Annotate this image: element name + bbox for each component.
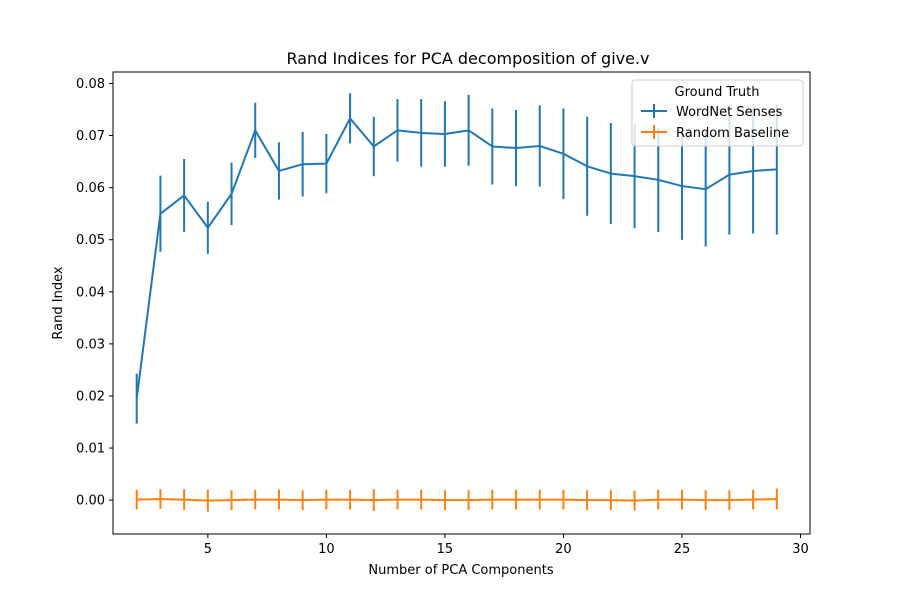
y-tick-label: 0.03: [76, 337, 105, 352]
legend-title: Ground Truth: [675, 85, 760, 100]
plot-area: 5 10 15 20 25 30 0.00 0.01 0.02 0.03 0.04 0.05 0.06…: [76, 71, 811, 557]
y-tick-label: 0.01: [76, 442, 105, 457]
x-tick-label: 30: [792, 542, 809, 557]
legend-box: [631, 79, 804, 147]
y-tick-label: 0.06: [76, 181, 105, 196]
x-tick-label: 15: [437, 542, 454, 557]
legend-label: WordNet Senses: [676, 105, 783, 120]
series-0: [135, 93, 778, 424]
series-line: [136, 498, 777, 502]
x-tick-label: 10: [318, 542, 335, 557]
x-tick-label: 25: [674, 542, 691, 557]
x-tick-label: 20: [555, 542, 572, 557]
series-line: [135, 117, 777, 399]
series-1: [135, 488, 778, 512]
x-axis: 5 10 15 20 25 30: [204, 534, 809, 557]
legend-entry: WordNet Senses: [641, 104, 783, 120]
y-tick-label: 0.00: [76, 494, 105, 509]
y-axis-label: Rand Index: [51, 266, 66, 339]
y-tick-label: 0.07: [76, 129, 105, 144]
x-axis-label: Number of PCA Components: [368, 563, 553, 578]
legend-entries: WordNet Senses Random Baseline: [641, 104, 789, 141]
axes-frame: [112, 71, 811, 535]
legend: Ground Truth WordNet Senses Random Baseli…: [631, 79, 804, 147]
y-tick-label: 0.05: [76, 233, 105, 248]
x-tick-label: 5: [204, 542, 212, 557]
y-tick-label: 0.02: [76, 389, 105, 404]
y-tick-label: 0.08: [76, 77, 105, 92]
legend-entry: Random Baseline: [641, 125, 789, 141]
legend-label: Random Baseline: [676, 126, 789, 141]
y-tick-label: 0.04: [76, 285, 105, 300]
y-axis: 0.00 0.01 0.02 0.03 0.04 0.05 0.06 0.07 0.08: [76, 77, 113, 509]
series-layer: [135, 93, 778, 512]
chart-title: Rand Indices for PCA decomposition of gi…: [286, 49, 649, 68]
